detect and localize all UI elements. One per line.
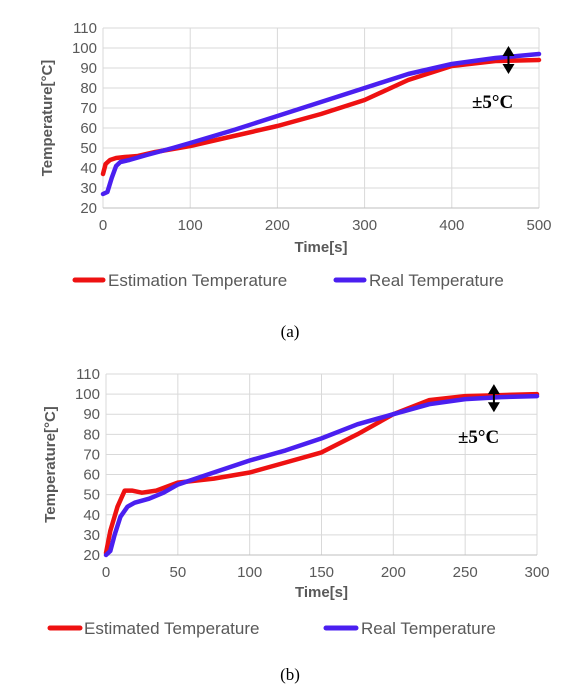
x-tick-label: 200	[381, 564, 406, 581]
y-tick-label: 20	[83, 547, 100, 564]
y-tick-label: 70	[83, 446, 100, 463]
y-tick-label: 90	[83, 406, 100, 423]
legend-label: Estimation Temperature	[108, 271, 287, 290]
y-tick-label: 60	[80, 120, 97, 137]
y-axis-title: Temperature[°C]	[39, 60, 56, 177]
x-tick-label: 300	[352, 217, 377, 234]
arrow-down-icon	[487, 402, 500, 413]
legend-label: Real Temperature	[361, 619, 496, 638]
series-line-estimated	[100, 57, 542, 177]
tolerance-label: ±5°C	[472, 92, 513, 113]
x-tick-label: 400	[439, 217, 464, 234]
figure-caption: (a)	[281, 322, 300, 341]
x-tick-label: 500	[526, 217, 551, 234]
arrow-up-icon	[502, 46, 515, 56]
y-tick-label: 40	[80, 160, 97, 177]
x-tick-label: 0	[99, 217, 107, 234]
chart-a: 20 30 40 50 60 70 80 90 100 110 0 100 200 300 400 500 Ti…	[39, 20, 552, 341]
series-line-real	[100, 51, 542, 197]
y-tick-label: 110	[76, 366, 100, 383]
x-tick-label: 50	[169, 564, 186, 581]
x-tick-label: 100	[178, 217, 203, 234]
y-tick-label: 60	[83, 467, 100, 484]
y-tick-label: 100	[72, 40, 97, 57]
x-tick-label: 300	[524, 564, 549, 581]
y-tick-label: 110	[73, 20, 97, 37]
x-tick-label: 0	[102, 564, 110, 581]
y-tick-label: 70	[80, 100, 97, 117]
x-tick-label: 200	[265, 217, 290, 234]
x-axis-title: Time[s]	[295, 584, 348, 601]
y-tick-label: 40	[83, 507, 100, 524]
arrow-down-icon	[502, 64, 515, 74]
y-tick-label: 50	[80, 140, 97, 157]
y-tick-label: 90	[80, 60, 97, 77]
y-tick-label: 30	[83, 527, 100, 544]
arrow-up-icon	[487, 384, 500, 395]
y-axis-title: Temperature[°C]	[42, 406, 59, 523]
y-tick-label: 30	[80, 180, 97, 197]
legend-label: Real Temperature	[369, 271, 504, 290]
y-tick-label: 100	[75, 386, 100, 403]
y-tick-label: 50	[83, 487, 100, 504]
tolerance-label: ±5°C	[458, 427, 499, 448]
x-tick-label: 250	[453, 564, 478, 581]
legend-label: Estimated Temperature	[84, 619, 259, 638]
figure-caption: (b)	[280, 665, 300, 684]
x-tick-label: 150	[309, 564, 334, 581]
series-line-estimated	[103, 391, 540, 556]
y-tick-label: 80	[83, 426, 100, 443]
y-tick-label: 80	[80, 80, 97, 97]
chart-b: 20 30 40 50 60 70 80 90 100 110 0 50 100 150 200 250 300…	[42, 366, 550, 684]
x-axis-title: Time[s]	[294, 239, 347, 256]
y-tick-label: 20	[80, 200, 97, 217]
x-tick-label: 100	[237, 564, 262, 581]
series-line-real	[103, 393, 540, 558]
